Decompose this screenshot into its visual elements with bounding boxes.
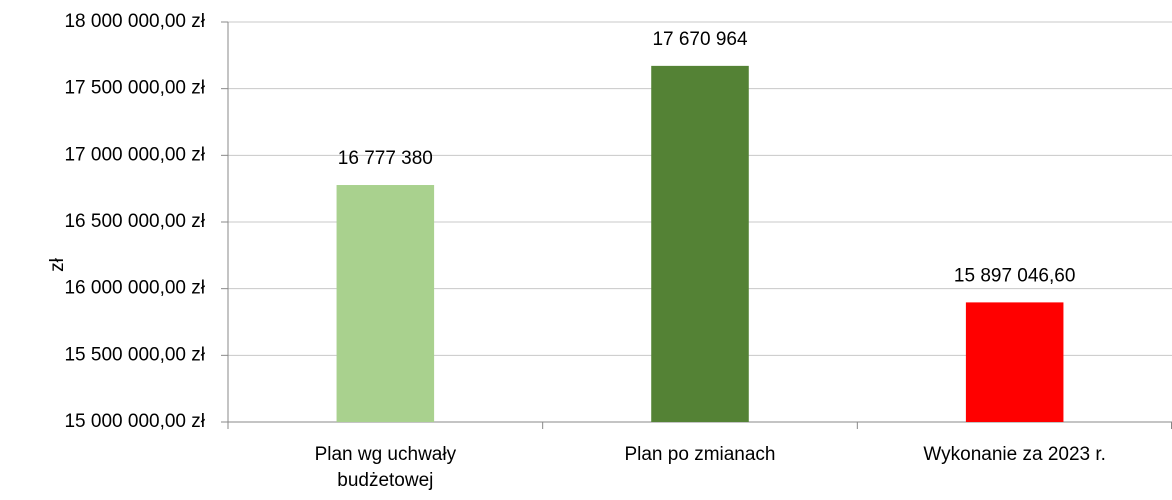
x-tick-label: Plan wg uchwały budżetowej <box>314 444 457 491</box>
x-tick-label: Plan po zmianach <box>624 444 776 465</box>
y-tick-label: 15 000 000,00 zł <box>64 411 205 432</box>
data-label: 15 897 046,60 <box>954 265 1076 286</box>
y-tick-label: 18 000 000,00 zł <box>64 11 205 32</box>
bar <box>965 302 1064 422</box>
y-axis-label: zł <box>47 257 68 272</box>
data-label: 17 670 964 <box>652 29 748 50</box>
data-label: 16 777 380 <box>338 148 433 169</box>
bar <box>336 185 435 422</box>
y-tick-label: 17 500 000,00 zł <box>64 78 205 99</box>
y-tick-label: 15 500 000,00 zł <box>64 344 205 365</box>
bar <box>651 65 749 423</box>
y-tick-label: 17 000 000,00 zł <box>64 144 205 165</box>
x-tick-label: Wykonanie za 2023 r. <box>923 444 1106 465</box>
y-tick-label: 16 000 000,00 zł <box>64 278 205 299</box>
y-tick-label: 16 500 000,00 zł <box>64 211 205 232</box>
